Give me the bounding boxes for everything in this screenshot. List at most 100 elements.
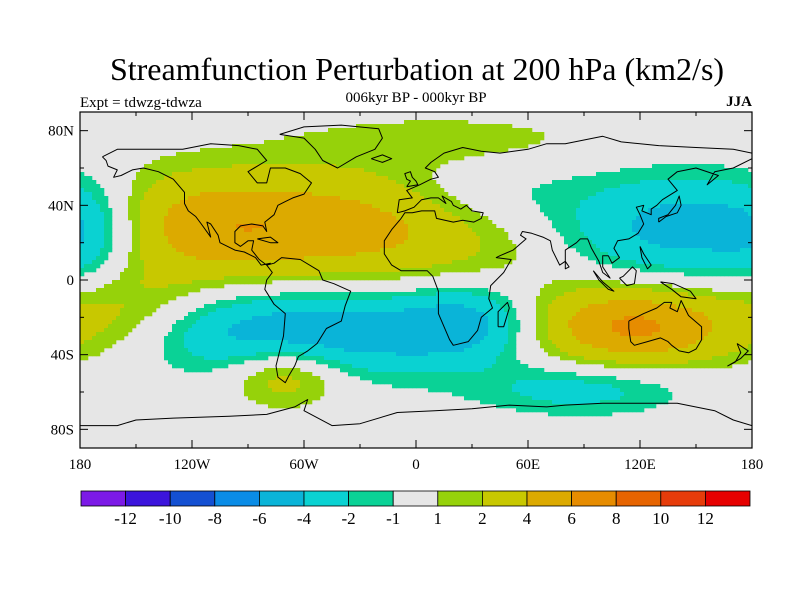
contour-cell [392, 132, 397, 137]
contour-cell [452, 248, 457, 253]
contour-cell [656, 236, 661, 241]
contour-cell [612, 288, 617, 293]
contour-cell [292, 172, 297, 177]
contour-cell [248, 268, 253, 273]
contour-cell [308, 168, 313, 173]
contour-cell [104, 196, 109, 201]
contour-cell [608, 200, 613, 205]
contour-cell [608, 180, 613, 185]
contour-cell [184, 236, 189, 241]
contour-cell [432, 164, 437, 169]
contour-cell [700, 252, 705, 257]
contour-cell [132, 228, 137, 233]
contour-cell [352, 200, 357, 205]
contour-cell [180, 156, 185, 161]
contour-cell [132, 252, 137, 257]
contour-cell [596, 256, 601, 261]
contour-cell [328, 224, 333, 229]
contour-cell [272, 224, 277, 229]
contour-cell [248, 188, 253, 193]
contour-cell [624, 236, 629, 241]
contour-cell [588, 228, 593, 233]
contour-cell [192, 276, 197, 281]
contour-cell [628, 228, 633, 233]
contour-cell [160, 260, 165, 265]
contour-cell [632, 172, 637, 177]
contour-cell [256, 204, 261, 209]
contour-cell [180, 192, 185, 197]
contour-cell [716, 256, 721, 261]
contour-cell [296, 216, 301, 221]
contour-cell [316, 232, 321, 237]
contour-cell [676, 228, 681, 233]
contour-cell [468, 240, 473, 245]
contour-cell [548, 288, 553, 293]
contour-cell [240, 224, 245, 229]
contour-cell [392, 152, 397, 157]
contour-cell [360, 200, 365, 205]
contour-cell [676, 288, 681, 293]
contour-cell [596, 240, 601, 245]
contour-cell [476, 128, 481, 133]
contour-cell [676, 216, 681, 221]
contour-cell [160, 188, 165, 193]
contour-cell [552, 288, 557, 293]
contour-cell [176, 240, 181, 245]
contour-cell [176, 168, 181, 173]
contour-cell [92, 228, 97, 233]
contour-cell [436, 164, 441, 169]
contour-cell [148, 208, 153, 213]
contour-cell [492, 248, 497, 253]
contour-cell [336, 220, 341, 225]
contour-cell [708, 164, 713, 169]
contour-cell [176, 184, 181, 189]
contour-cell [716, 184, 721, 189]
contour-cell [276, 220, 281, 225]
contour-cell [204, 268, 209, 273]
contour-cell [604, 232, 609, 237]
contour-cell [384, 292, 389, 297]
contour-cell [732, 200, 737, 205]
contour-cell [440, 156, 445, 161]
contour-cell [180, 224, 185, 229]
contour-cell [640, 228, 645, 233]
contour-cell [148, 280, 153, 285]
contour-cell [668, 264, 673, 269]
contour-cell [296, 264, 301, 269]
contour-cell [320, 172, 325, 177]
contour-cell [176, 264, 181, 269]
contour-cell [404, 256, 409, 261]
contour-cell [544, 212, 549, 217]
contour-cell [88, 180, 93, 185]
contour-cell [104, 252, 109, 257]
contour-cell [268, 208, 273, 213]
contour-cell [448, 144, 453, 149]
contour-cell [364, 268, 369, 273]
contour-cell [676, 172, 681, 177]
contour-cell [688, 220, 693, 225]
contour-cell [400, 196, 405, 201]
contour-cell [320, 264, 325, 269]
contour-cell [360, 244, 365, 249]
contour-cell [324, 152, 329, 157]
contour-cell [376, 180, 381, 185]
contour-cell [240, 184, 245, 189]
contour-cell [656, 208, 661, 213]
contour-cell [588, 256, 593, 261]
contour-cell [648, 200, 653, 205]
contour-cell [80, 184, 85, 189]
contour-cell [356, 204, 361, 209]
contour-cell [580, 208, 585, 213]
contour-cell [216, 248, 221, 253]
contour-cell [648, 244, 653, 249]
contour-cell [288, 136, 293, 141]
contour-cell [88, 188, 93, 193]
contour-cell [388, 208, 393, 213]
contour-cell [292, 164, 297, 169]
contour-cell [584, 212, 589, 217]
contour-cell [200, 224, 205, 229]
contour-cell [576, 212, 581, 217]
contour-cell [476, 212, 481, 217]
contour-cell [308, 184, 313, 189]
contour-cell [600, 288, 605, 293]
